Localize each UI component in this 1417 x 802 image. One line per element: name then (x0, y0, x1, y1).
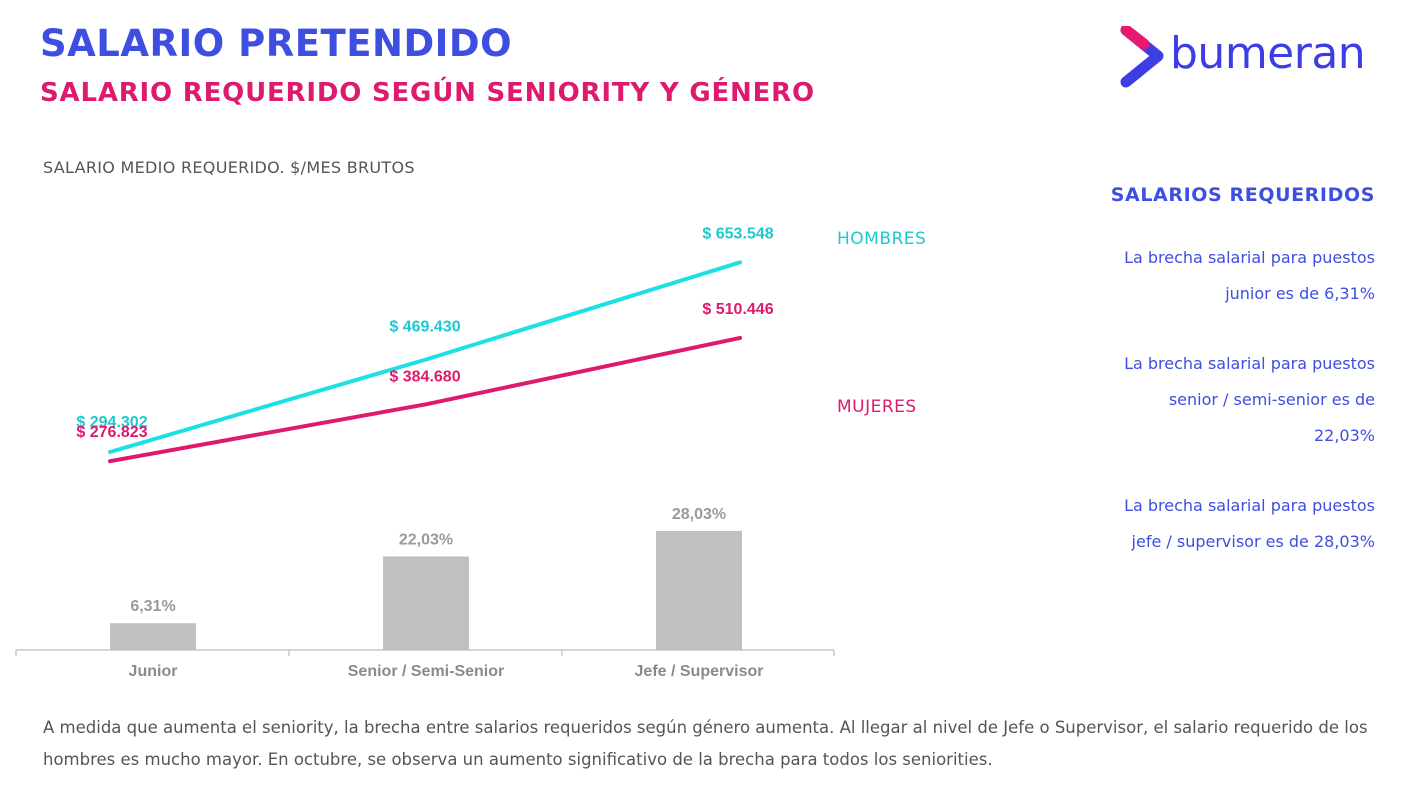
hombres-line (108, 260, 742, 454)
hombres-legend-label: HOMBRES (837, 229, 926, 249)
note-line: jefe / supervisor es de 28,03% (1131, 532, 1375, 551)
page-title: SALARIO PRETENDIDO (40, 22, 513, 65)
gap-bar (656, 531, 742, 650)
note-line: 22,03% (1313, 426, 1375, 445)
footer-note: A medida que aumenta el seniority, la br… (43, 718, 1368, 769)
x-tick-label: Senior / Semi-Senior (348, 663, 504, 680)
gap-bar-label: 22,03% (399, 531, 453, 548)
summary-panel: SALARIOS REQUERIDOS La brecha salarial p… (1040, 184, 1375, 594)
panel-note-jefe: La brecha salarial para puestos jefe / s… (1040, 488, 1375, 560)
chart-title: SALARIO MEDIO REQUERIDO. $/MES BRUTOS (43, 158, 415, 177)
gap-bar-label: 28,03% (672, 506, 726, 523)
salary-chart: Junior Senior / Semi-Senior Jefe / Supervi… (15, 225, 926, 680)
x-tick-label: Jefe / Supervisor (635, 663, 764, 680)
note-line: La brecha salarial para puestos (1124, 248, 1375, 267)
mujeres-legend-label: MUJERES (837, 397, 917, 417)
mujeres-value-label: $ 276.823 (76, 424, 147, 441)
panel-note-junior: La brecha salarial para puestos junior e… (1040, 240, 1375, 312)
gap-bar (383, 556, 469, 650)
gap-bar-label: 6,31% (130, 598, 175, 615)
brand-name: bumeran (1170, 28, 1366, 79)
note-line: La brecha salarial para puestos (1124, 354, 1375, 373)
mujeres-line (108, 335, 742, 464)
page-subtitle: SALARIO REQUERIDO SEGÚN SENIORITY Y GÉNE… (40, 78, 815, 108)
gap-bar (110, 623, 196, 650)
note-line: senior / semi-senior es de (1168, 390, 1375, 409)
bumeran-logo (1120, 26, 1164, 88)
note-line: La brecha salarial para puestos (1124, 496, 1375, 515)
hombres-value-label: $ 294.302 (76, 414, 147, 431)
panel-title: SALARIOS REQUERIDOS (1110, 184, 1375, 206)
hombres-value-label: $ 653.548 (702, 225, 773, 242)
x-tick-label: Junior (129, 663, 178, 680)
mujeres-value-label: $ 384.680 (389, 368, 460, 385)
hombres-value-label: $ 469.430 (389, 319, 460, 336)
note-line: junior es de 6,31% (1225, 284, 1375, 303)
mujeres-value-label: $ 510.446 (702, 301, 773, 318)
panel-note-senior: La brecha salarial para puestos senior /… (1040, 346, 1375, 454)
